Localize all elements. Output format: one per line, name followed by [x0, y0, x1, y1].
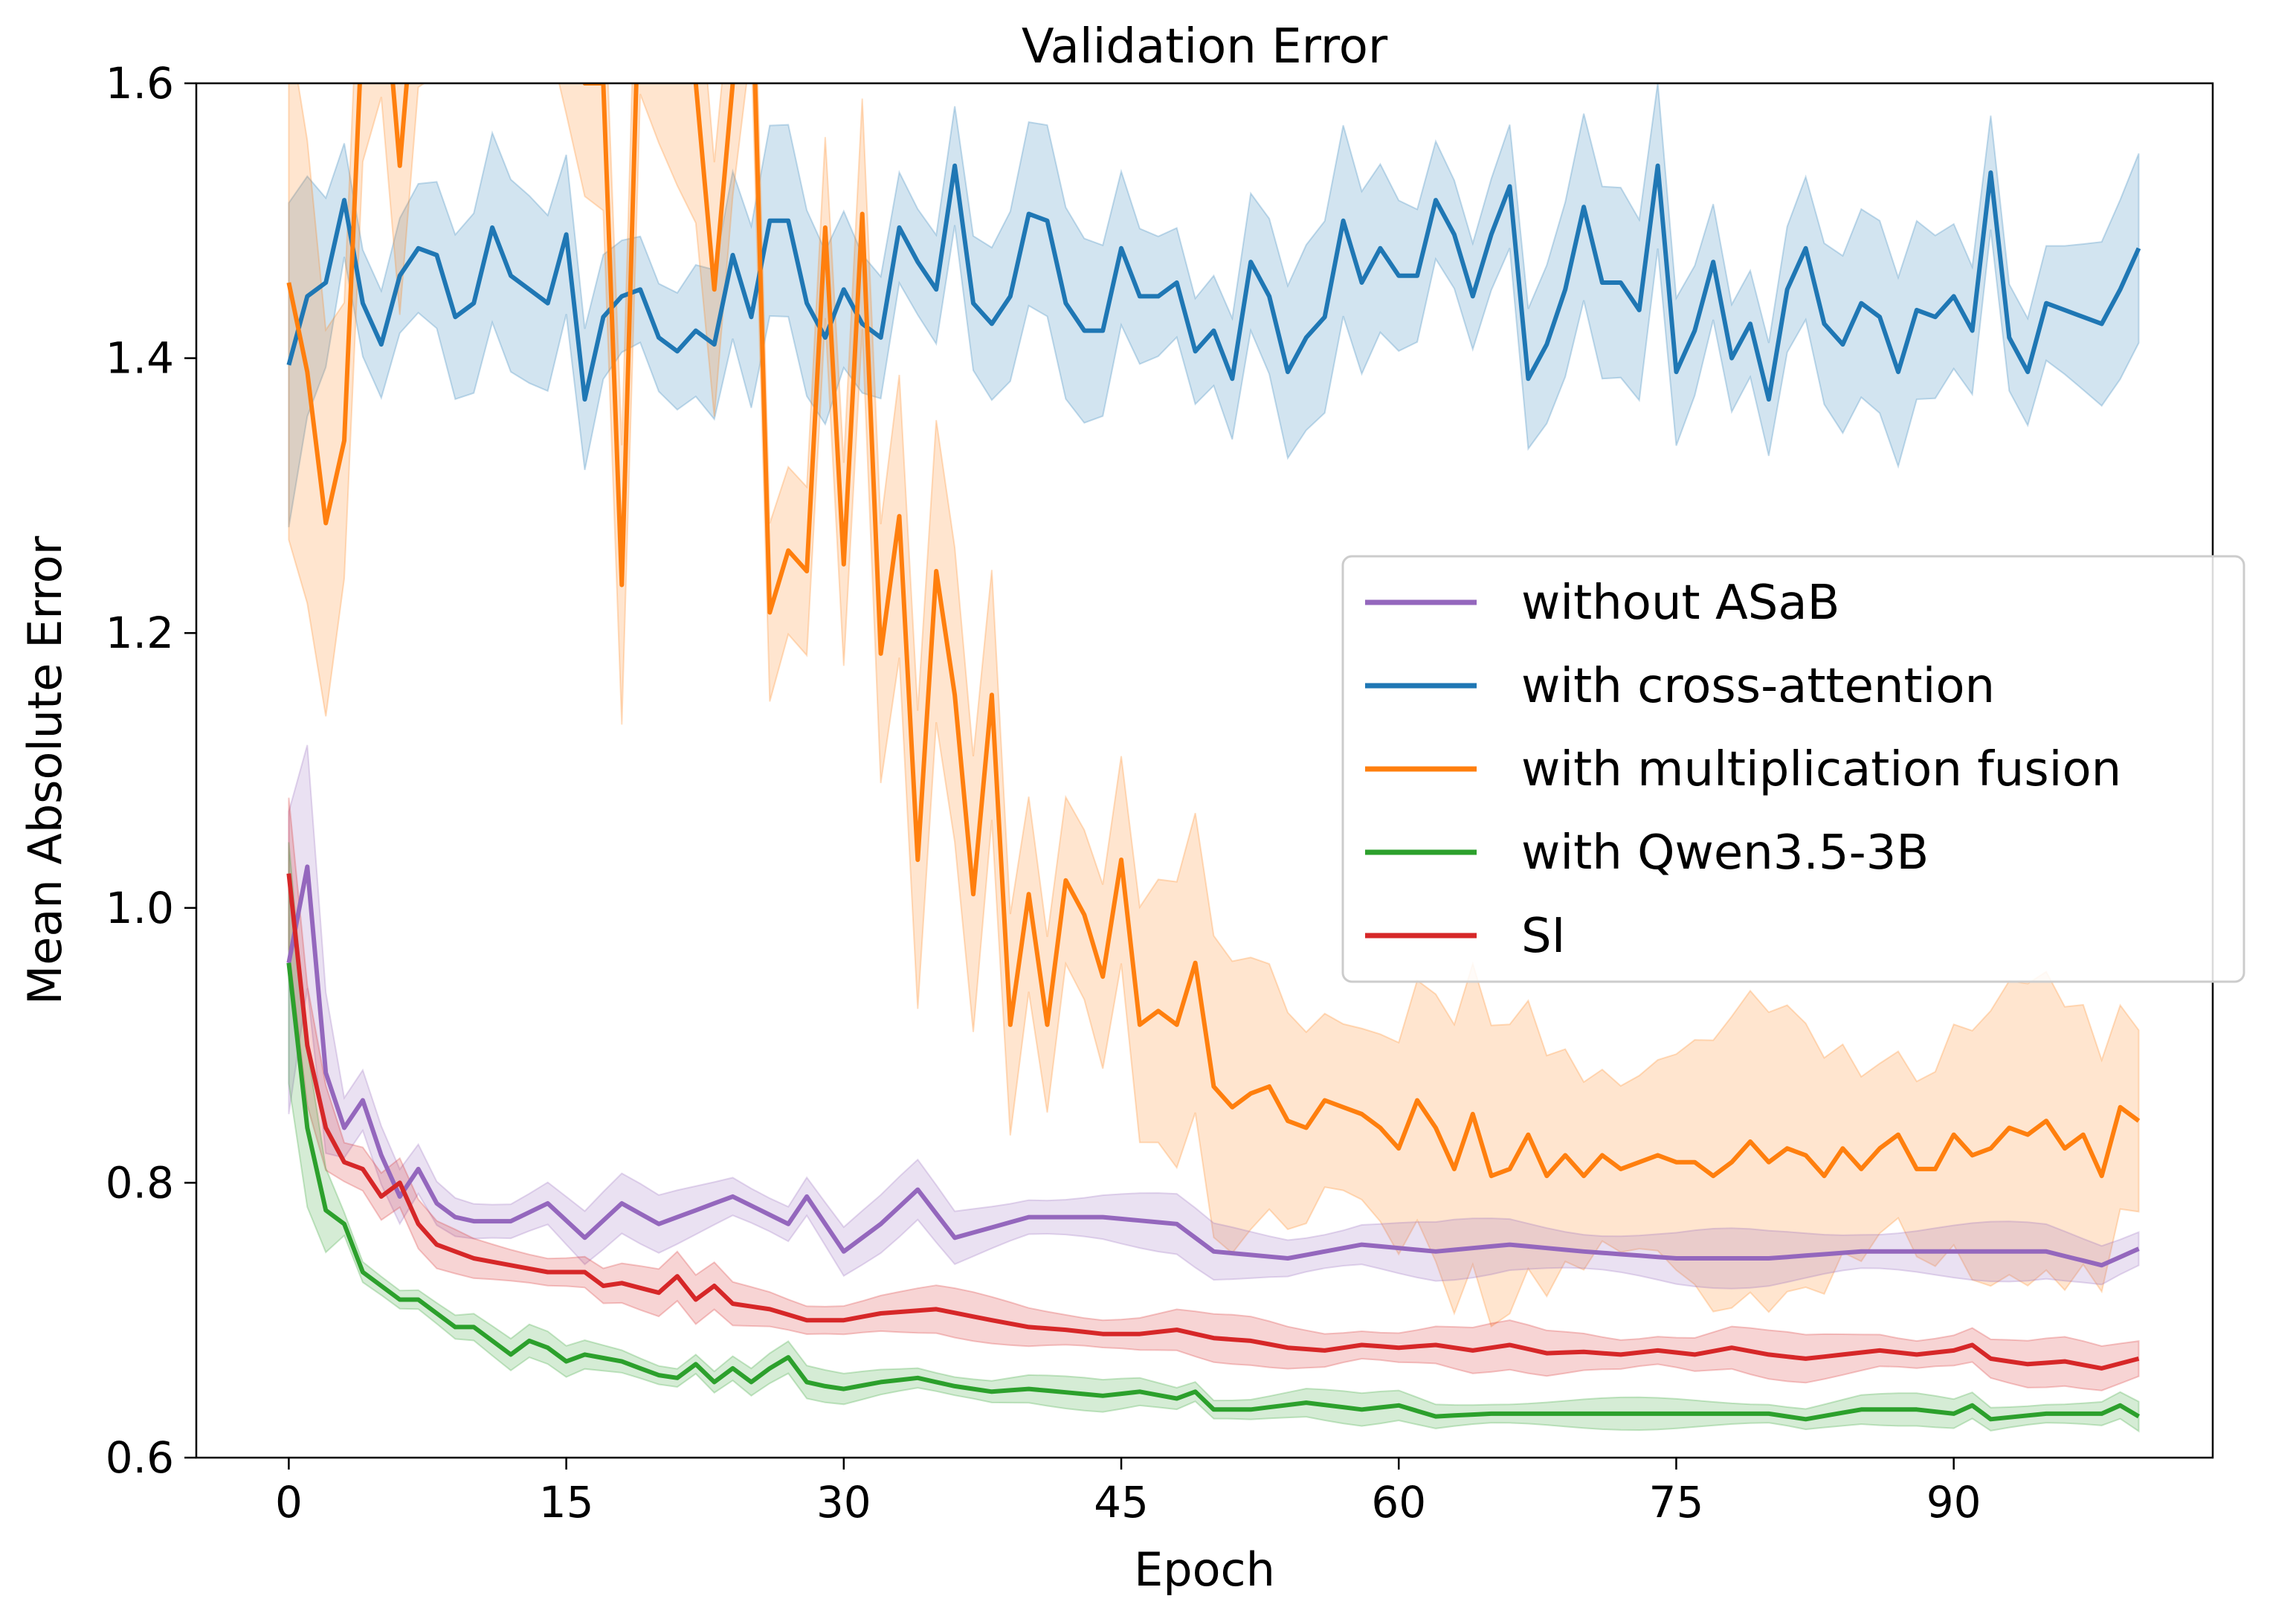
x-tick-label: 45	[1094, 1477, 1149, 1528]
x-tick-label: 0	[275, 1477, 303, 1528]
x-tick-label: 15	[539, 1477, 594, 1528]
legend-box	[1341, 555, 2245, 983]
legend-label: with Qwen3.5-3B	[1521, 826, 1929, 881]
legend-label: without ASaB	[1521, 576, 1839, 631]
series-line-with-qwen3-5-3b	[286, 962, 2141, 1422]
series-line-with-cross-attention	[286, 163, 2141, 402]
band-with-qwen3-5-3b	[288, 842, 2140, 1433]
x-tick-label: 30	[816, 1477, 871, 1528]
y-tick-label: 1.6	[106, 58, 174, 109]
x-tick-label: 75	[1649, 1477, 1704, 1528]
x-tick-label: 90	[1926, 1477, 1981, 1528]
series-lines	[286, 83, 2141, 1422]
y-tick-label: 0.6	[106, 1432, 174, 1483]
series-line-with-multiplication-fusion	[286, 83, 2141, 1179]
band-without-asab	[288, 744, 2140, 1290]
chart-title: Validation Error	[1022, 19, 1388, 74]
y-tick-label: 1.2	[106, 608, 174, 658]
y-axis-title: Mean Absolute Error	[18, 535, 72, 1005]
y-axis-ticks: 0.6 0.8 1.0 1.2 1.4 1.6	[106, 58, 196, 1483]
legend-label: with cross-attention	[1521, 659, 1995, 714]
x-tick-label: 60	[1371, 1477, 1426, 1528]
legend-label: with multiplication fusion	[1521, 742, 2121, 797]
series-line-without-asab	[286, 864, 2140, 1268]
series-line-si	[286, 873, 2140, 1371]
y-tick-label: 1.0	[106, 883, 174, 933]
x-axis-ticks: 0 15 30 45 60 75 90	[275, 1458, 1981, 1528]
legend-label: SI	[1521, 909, 1566, 964]
y-tick-label: 1.4	[106, 333, 174, 384]
x-axis-title: Epoch	[1134, 1542, 1275, 1597]
band-si	[288, 797, 2140, 1391]
band-with-cross-attention	[288, 83, 2140, 528]
legend: without ASaB with cross-attention with mul…	[1341, 555, 2245, 983]
y-tick-label: 0.8	[106, 1157, 174, 1208]
